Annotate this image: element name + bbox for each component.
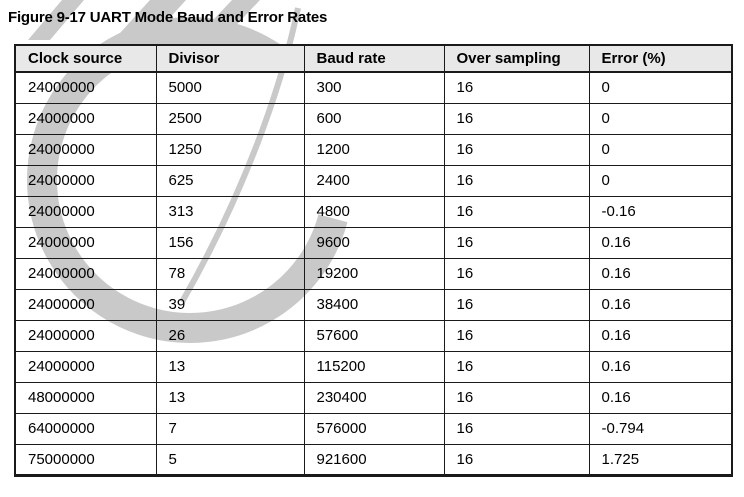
table-cell: 16 (443, 288, 590, 321)
table-cell: 0.16 (588, 226, 733, 259)
table-cell: 1250 (155, 133, 305, 166)
table-cell: 0.16 (588, 319, 733, 352)
table-row: 64000000 7 576000 16 -0.794 (14, 412, 733, 445)
table-cell: 16 (443, 350, 590, 383)
table-cell: 24000000 (14, 195, 157, 228)
table-row: 24000000 26 57600 16 0.16 (14, 319, 733, 352)
watermark-diagonal-bar (110, 0, 186, 44)
table-row: 24000000 5000 300 16 0 (14, 71, 733, 104)
table-cell: 24000000 (14, 164, 157, 197)
table-cell: 230400 (303, 381, 445, 414)
table-cell: 24000000 (14, 102, 157, 135)
table-row: 24000000 39 38400 16 0.16 (14, 288, 733, 321)
table-cell: 16 (443, 71, 590, 104)
table-cell: 24000000 (14, 226, 157, 259)
table-cell: 300 (303, 71, 445, 104)
table-cell: 5 (155, 443, 305, 476)
table-cell: 16 (443, 319, 590, 352)
column-header: Over sampling (443, 44, 590, 73)
table-cell: 16 (443, 412, 590, 445)
table-row: 24000000 78 19200 16 0.16 (14, 257, 733, 290)
table-cell: 24000000 (14, 133, 157, 166)
table-row: 75000000 5 921600 16 1.725 (14, 443, 733, 476)
column-header: Baud rate (303, 44, 445, 73)
table-cell: 0.16 (588, 350, 733, 383)
table-cell: 13 (155, 350, 305, 383)
header-row: Clock source Divisor Baud rate Over samplin… (14, 44, 733, 73)
table-cell: 0 (588, 133, 733, 166)
table-cell: 576000 (303, 412, 445, 445)
table-header: Clock source Divisor Baud rate Over samplin… (14, 44, 733, 73)
table-cell: 0 (588, 102, 733, 135)
table-row: 24000000 156 9600 16 0.16 (14, 226, 733, 259)
table-cell: 1200 (303, 133, 445, 166)
table-cell: 0.16 (588, 381, 733, 414)
table-cell: 19200 (303, 257, 445, 290)
figure-title: Figure 9-17 UART Mode Baud and Error Rat… (8, 9, 328, 26)
watermark-diagonal-bar (28, 0, 84, 40)
table-row: 48000000 13 230400 16 0.16 (14, 381, 733, 414)
table-cell: 16 (443, 257, 590, 290)
table-cell: 64000000 (14, 412, 157, 445)
column-header: Divisor (155, 44, 305, 73)
column-header: Error (%) (588, 44, 733, 73)
table-cell: 24000000 (14, 257, 157, 290)
table-cell: 2500 (155, 102, 305, 135)
table-cell: 921600 (303, 443, 445, 476)
table-cell: 38400 (303, 288, 445, 321)
table-body: 24000000 5000 300 16 0 24000000 2500 600 16 0 2400… (14, 71, 733, 476)
table-cell: 13 (155, 381, 305, 414)
table-cell: 16 (443, 381, 590, 414)
table-cell: 600 (303, 102, 445, 135)
table-cell: 24000000 (14, 319, 157, 352)
table-cell: 0 (588, 164, 733, 197)
table-cell: 2400 (303, 164, 445, 197)
table-cell: 115200 (303, 350, 445, 383)
table-cell: 16 (443, 102, 590, 135)
table-cell: 7 (155, 412, 305, 445)
table-cell: 16 (443, 195, 590, 228)
table-cell: 26 (155, 319, 305, 352)
table-cell: 24000000 (14, 71, 157, 104)
table-cell: 156 (155, 226, 305, 259)
table-cell: 16 (443, 164, 590, 197)
table-cell: 625 (155, 164, 305, 197)
table-cell: 9600 (303, 226, 445, 259)
table-cell: -0.794 (588, 412, 733, 445)
table-cell: 75000000 (14, 443, 157, 476)
table-cell: 16 (443, 443, 590, 476)
watermark-diagonal-bar (198, 0, 260, 36)
table-cell: 0 (588, 71, 733, 104)
baud-rate-table: Clock source Divisor Baud rate Over samplin… (14, 44, 733, 477)
table-cell: 24000000 (14, 288, 157, 321)
table-row: 24000000 1250 1200 16 0 (14, 133, 733, 166)
table-cell: 57600 (303, 319, 445, 352)
table-cell: 313 (155, 195, 305, 228)
table-cell: 48000000 (14, 381, 157, 414)
table-row: 24000000 625 2400 16 0 (14, 164, 733, 197)
table-row: 24000000 13 115200 16 0.16 (14, 350, 733, 383)
table-cell: 39 (155, 288, 305, 321)
table-cell: 1.725 (588, 443, 733, 476)
table-cell: 78 (155, 257, 305, 290)
table-cell: -0.16 (588, 195, 733, 228)
table-cell: 5000 (155, 71, 305, 104)
table-cell: 16 (443, 133, 590, 166)
table-row: 24000000 313 4800 16 -0.16 (14, 195, 733, 228)
column-header: Clock source (14, 44, 157, 73)
table-cell: 24000000 (14, 350, 157, 383)
table-cell: 0.16 (588, 257, 733, 290)
table-cell: 0.16 (588, 288, 733, 321)
table-cell: 16 (443, 226, 590, 259)
table-row: 24000000 2500 600 16 0 (14, 102, 733, 135)
table-cell: 4800 (303, 195, 445, 228)
